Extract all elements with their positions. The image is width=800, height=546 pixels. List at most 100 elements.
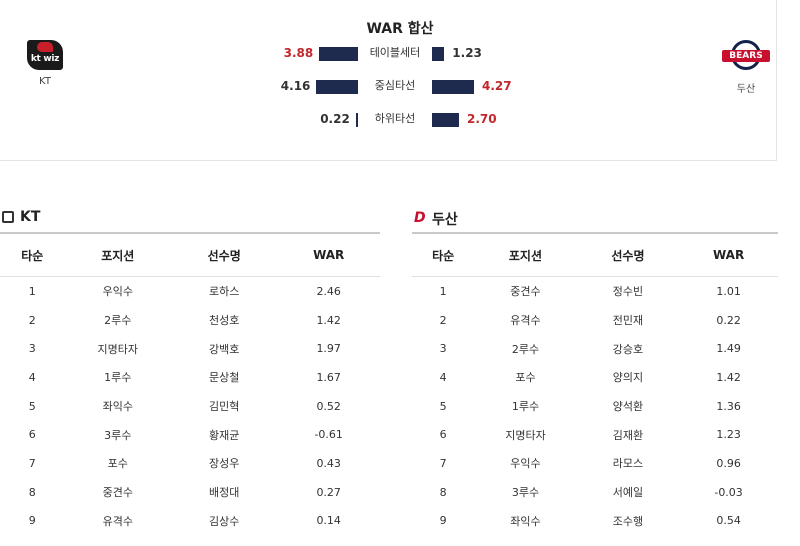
- player-name[interactable]: 김민혁: [208, 400, 240, 414]
- position: 포수: [515, 371, 536, 385]
- player-name[interactable]: 천성호: [208, 314, 240, 328]
- player-name[interactable]: 라모스: [612, 457, 644, 471]
- table-row: 5 좌익수 김민혁 0.52: [0, 392, 380, 421]
- kt-logo-text: kt wiz: [30, 54, 60, 64]
- player-name[interactable]: 양석환: [612, 400, 644, 414]
- kt-lineup-section: KT 타순 포지션 선수명 WAR 1 우익수 로하스 2.46 2 2루수 천성호 1.42…: [0, 206, 380, 535]
- player-name[interactable]: 서예일: [612, 486, 644, 500]
- position: 우익수: [102, 285, 133, 299]
- table-row: 8 중견수 배정대 0.27: [0, 478, 380, 507]
- table-row: 4 포수 양의지 1.42: [412, 363, 778, 392]
- doosan-lineup-title: 두산: [432, 212, 458, 228]
- table-row: 9 좌익수 조수행 0.54: [412, 507, 778, 536]
- war-value: 1.42: [316, 313, 341, 327]
- war-value: 1.36: [716, 399, 741, 413]
- position: 1루수: [104, 371, 132, 385]
- column-header-player: 선수명: [170, 234, 278, 277]
- player-name[interactable]: 정수빈: [612, 285, 644, 299]
- position: 중견수: [510, 285, 541, 299]
- position: 우익수: [510, 457, 541, 471]
- away-war-bar: [316, 80, 358, 94]
- batting-order: 5: [439, 399, 447, 413]
- player-name[interactable]: 김상수: [208, 514, 240, 528]
- batting-order: 3: [439, 342, 447, 356]
- war-row-label: 하위타선: [374, 112, 416, 125]
- table-row: 7 포수 장성우 0.43: [0, 449, 380, 478]
- war-value: 1.49: [716, 342, 741, 356]
- player-name[interactable]: 전민재: [612, 314, 644, 328]
- home-team-name: 두산: [736, 84, 756, 95]
- war-value: 0.96: [716, 456, 741, 470]
- batting-order: 8: [439, 485, 447, 499]
- column-header-order: 타순: [412, 234, 475, 277]
- doosan-lineup-table: 타순 포지션 선수명 WAR 1 중견수 정수빈 1.01 2 유격수 전민재 0.22 3 2루…: [412, 234, 778, 535]
- away-war-bar: [319, 47, 358, 61]
- war-value: 0.43: [316, 456, 341, 470]
- doosan-d-emblem-icon: D: [414, 210, 426, 226]
- war-row-label: 테이블세터: [369, 46, 421, 59]
- player-name[interactable]: 배정대: [208, 486, 240, 500]
- table-row: 7 우익수 라모스 0.96: [412, 449, 778, 478]
- player-name[interactable]: 문상철: [208, 371, 240, 385]
- column-header-position: 포지션: [64, 234, 171, 277]
- away-team-logo[interactable]: kt wiz KT: [18, 40, 72, 87]
- table-row: 4 1루수 문상철 1.67: [0, 363, 380, 392]
- war-row-lower-order: 0.22 하위타선 2.70: [0, 110, 776, 128]
- table-row: 8 3루수 서예일 -0.03: [412, 478, 778, 507]
- position: 3루수: [511, 486, 540, 500]
- player-name[interactable]: 조수행: [612, 514, 644, 528]
- away-war-bar: [355, 113, 358, 127]
- away-war-value: 3.88: [283, 46, 314, 60]
- batting-order: 6: [439, 428, 447, 442]
- doosan-bears-logo-icon: BEARS: [722, 40, 770, 78]
- column-header-position: 포지션: [474, 234, 577, 277]
- home-war-bar: [432, 80, 474, 94]
- table-row: 2 유격수 전민재 0.22: [412, 306, 778, 335]
- position: 2루수: [104, 314, 132, 328]
- batting-order: 1: [439, 284, 447, 298]
- position: 유격수: [510, 314, 541, 328]
- doosan-lineup-header: D 두산: [412, 206, 778, 234]
- position: 3루수: [104, 428, 132, 442]
- table-row: 2 2루수 천성호 1.42: [0, 306, 380, 335]
- summary-title: WAR 합산: [366, 21, 434, 37]
- position: 좌익수: [510, 514, 541, 528]
- player-name[interactable]: 강승호: [612, 342, 644, 356]
- doosan-lineup-section: D 두산 타순 포지션 선수명 WAR 1 중견수 정수빈 1.01 2 유격수 전민재 0.…: [412, 206, 778, 535]
- batting-order: 5: [28, 399, 36, 413]
- player-name[interactable]: 황재균: [208, 428, 240, 442]
- table-row: 6 지명타자 김재환 1.23: [412, 420, 778, 449]
- war-summary-panel: WAR 합산 kt wiz KT BEARS 두산 3.88 테이블세터 1.2…: [0, 0, 777, 161]
- position: 지명타자: [97, 342, 139, 356]
- home-war-value: 4.27: [482, 79, 512, 93]
- position: 포수: [107, 457, 128, 471]
- war-value: 0.27: [316, 485, 341, 499]
- home-team-logo[interactable]: BEARS 두산: [716, 40, 776, 95]
- away-war-value: 0.22: [320, 112, 350, 126]
- player-name[interactable]: 로하스: [208, 285, 240, 299]
- batting-order: 7: [439, 456, 447, 470]
- war-value: 1.23: [716, 428, 741, 442]
- war-value: 1.97: [316, 342, 341, 356]
- away-team-name: KT: [39, 76, 51, 87]
- batting-order: 4: [28, 370, 36, 384]
- player-name[interactable]: 강백호: [208, 342, 240, 356]
- player-name[interactable]: 양의지: [612, 371, 644, 385]
- position: 1루수: [511, 400, 540, 414]
- kt-wiz-logo-icon: kt wiz: [23, 40, 67, 74]
- player-name[interactable]: 장성우: [208, 457, 240, 471]
- home-war-bar: [432, 113, 459, 127]
- war-value: 0.52: [316, 399, 341, 413]
- table-row: 5 1루수 양석환 1.36: [412, 392, 778, 421]
- batting-order: 4: [439, 370, 447, 384]
- player-name[interactable]: 김재환: [612, 428, 644, 442]
- batting-order: 2: [28, 313, 36, 327]
- table-row: 6 3루수 황재균 -0.61: [0, 420, 380, 449]
- table-row: 3 2루수 강승호 1.49: [412, 334, 778, 363]
- bears-logo-text: BEARS: [722, 50, 770, 62]
- batting-order: 1: [28, 284, 36, 298]
- batting-order: 9: [28, 514, 36, 528]
- war-value: -0.03: [714, 485, 743, 499]
- kt-lineup-table: 타순 포지션 선수명 WAR 1 우익수 로하스 2.46 2 2루수 천성호 1.42 3 지명…: [0, 234, 380, 535]
- batting-order: 7: [28, 456, 36, 470]
